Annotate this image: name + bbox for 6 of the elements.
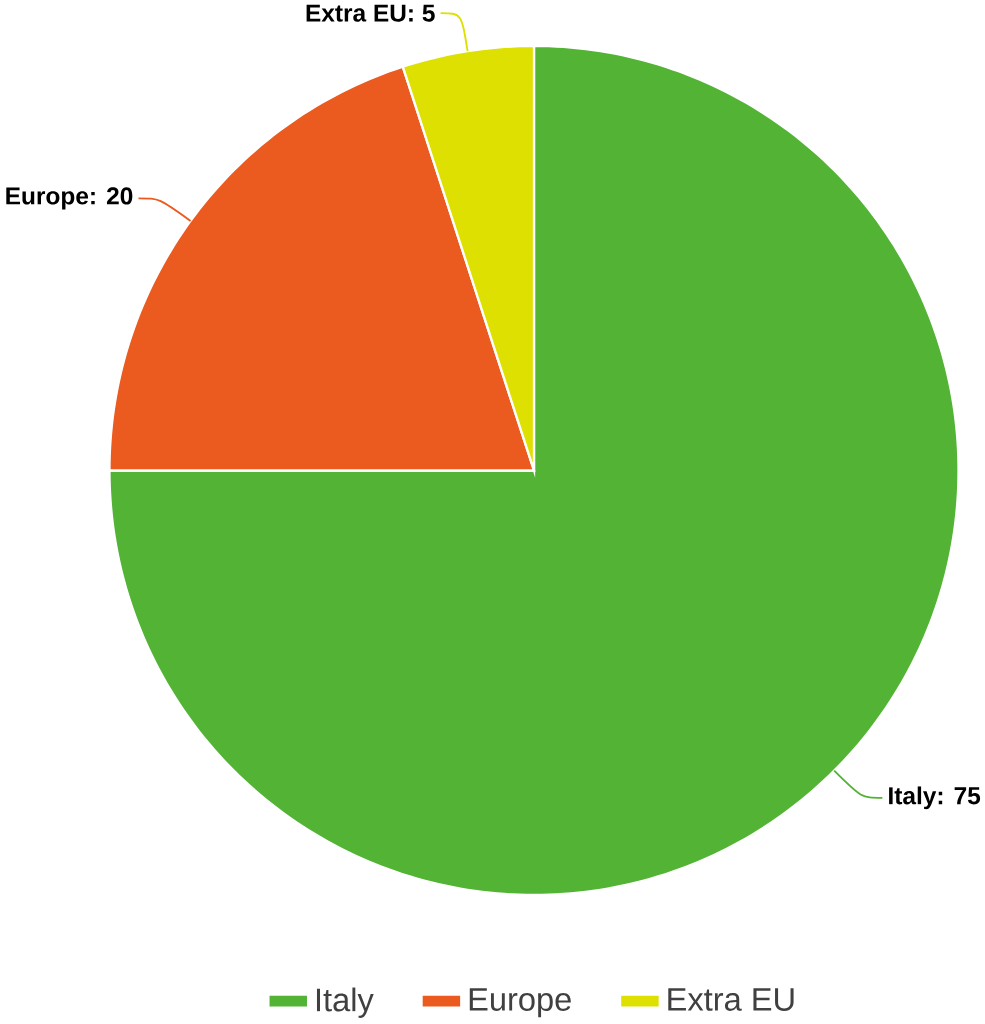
legend-label: Extra EU: [668, 988, 794, 1011]
data-label: Extra EU: 5: [306, 4, 435, 22]
data-label: Europe: 20: [6, 187, 133, 210]
legend-label: Italy: [316, 987, 374, 1018]
data-label: Italy: 75: [888, 786, 980, 810]
legend-label: Europe: [469, 988, 571, 1018]
